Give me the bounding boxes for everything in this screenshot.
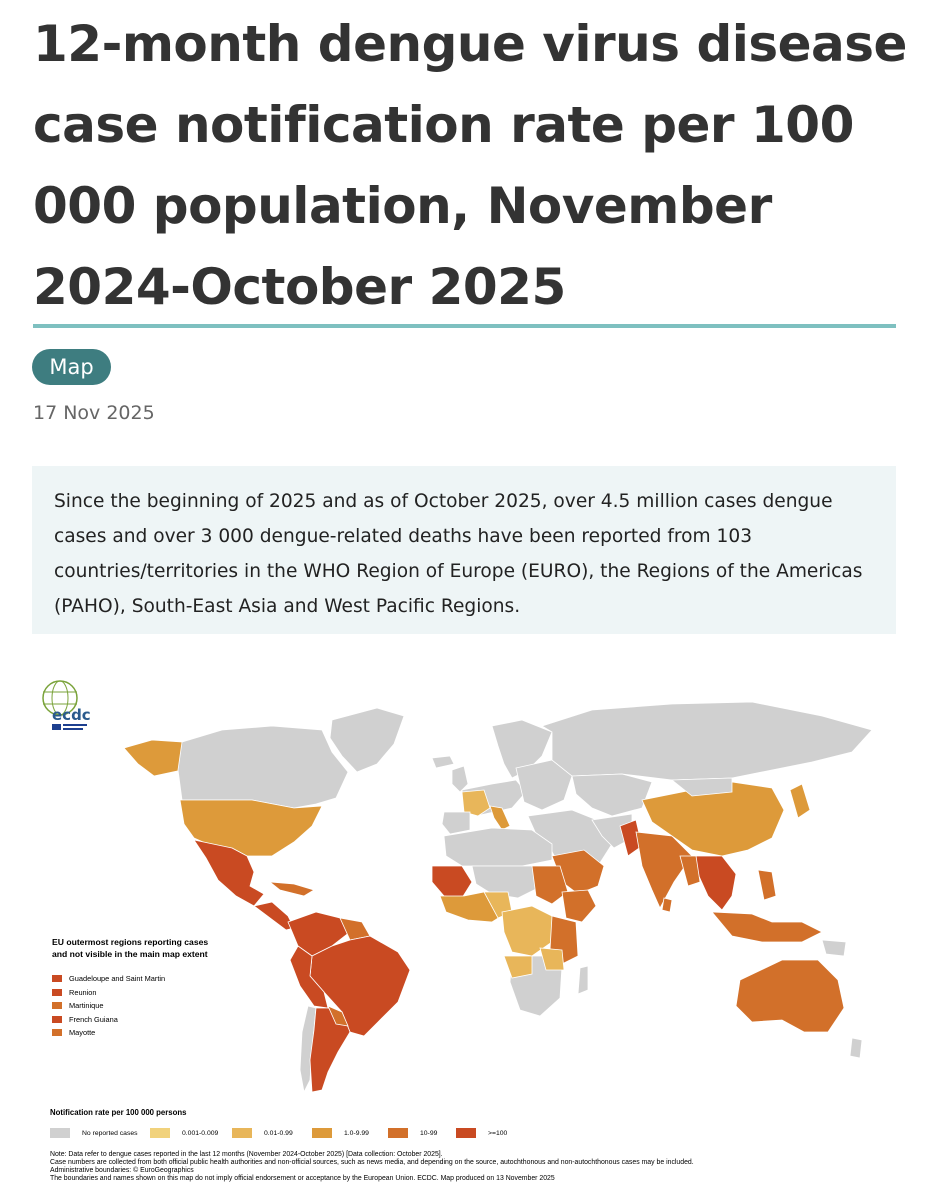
new-zealand — [849, 1037, 863, 1059]
southeast-asia — [691, 855, 737, 911]
france — [461, 789, 491, 817]
japan — [789, 783, 811, 819]
inset-item-guadeloupe: Guadeloupe and Saint Martin — [52, 972, 222, 986]
world-map: ecdc — [42, 680, 873, 1094]
legend-swatch — [232, 1128, 252, 1138]
madagascar — [577, 965, 589, 995]
legend-label: >=100 — [488, 1129, 508, 1137]
inset-title: EU outermost regions reporting cases and… — [52, 937, 209, 959]
legend-swatch — [456, 1128, 476, 1138]
legend-item: >=100 — [456, 1128, 507, 1138]
central-asia — [571, 773, 653, 817]
legend-swatch — [312, 1128, 332, 1138]
indonesia — [711, 911, 823, 943]
mongolia — [670, 777, 733, 797]
tanzania — [539, 947, 565, 971]
note-line: Note: Data refer to dengue cases reporte… — [50, 1151, 443, 1158]
legend-item: 0.01-0.99 — [232, 1128, 293, 1138]
inset-swatch — [52, 988, 62, 996]
legend-swatch — [388, 1128, 408, 1138]
usa — [179, 799, 323, 857]
inset-label: French Guiana — [69, 1014, 118, 1024]
legend-item: 1.0-9.99 — [312, 1128, 369, 1138]
brazil — [309, 935, 411, 1037]
inset-item-mayotte: Mayotte — [52, 1026, 222, 1040]
paraguay — [327, 1005, 349, 1027]
dengue-map-figure: ecdc — [32, 660, 896, 1190]
inset-swatch — [52, 975, 62, 983]
sudan — [531, 865, 569, 905]
papua-new-guinea — [821, 939, 847, 957]
philippines — [757, 869, 777, 901]
note-line: Case numbers are collected from both off… — [50, 1159, 694, 1166]
legend-item: 10-99 — [388, 1128, 437, 1138]
legend-label: No reported cases — [82, 1129, 138, 1137]
iberia — [441, 811, 471, 835]
myanmar — [679, 855, 701, 887]
inset-label: Guadeloupe and Saint Martin — [69, 974, 166, 984]
summary-box: Since the beginning of 2025 and as of Oc… — [32, 466, 896, 634]
legend-label: 1.0-9.99 — [344, 1129, 369, 1137]
ecdc-logo-text: ecdc — [52, 706, 91, 724]
iceland — [431, 755, 455, 769]
inset-swatch — [52, 1002, 62, 1010]
title-divider — [33, 324, 896, 328]
australia — [735, 959, 845, 1033]
content-type-tag[interactable]: Map — [32, 349, 111, 385]
inset-swatch — [52, 1029, 62, 1037]
ecdc-logo: ecdc — [42, 680, 91, 730]
legend-title: Notification rate per 100 000 persons — [50, 1108, 187, 1117]
sri-lanka — [661, 897, 673, 913]
legend-swatch — [50, 1128, 70, 1138]
angola-zambia — [503, 955, 533, 979]
map-legend: No reported cases 0.001-0.009 0.01-0.99 … — [50, 1128, 890, 1140]
map-notes: Note: Data refer to dengue cases reporte… — [50, 1151, 890, 1183]
india — [635, 831, 693, 909]
legend-label: 0.01-0.99 — [264, 1129, 293, 1137]
mexico — [193, 839, 265, 907]
uk — [451, 765, 469, 793]
note-line: Administrative boundaries: © EuroGeograp… — [50, 1167, 194, 1174]
page-title: 12-month dengue virus disease case notif… — [33, 15, 907, 316]
summary-text: Since the beginning of 2025 and as of Oc… — [54, 491, 863, 617]
legend-label: 10-99 — [420, 1129, 438, 1137]
countries — [123, 701, 873, 1094]
inset-item-french-guiana: French Guiana — [52, 1013, 222, 1027]
legend-item: No reported cases — [50, 1128, 138, 1138]
inset-swatch — [52, 1015, 62, 1023]
inset-label: Martinique — [69, 1001, 104, 1011]
outermost-regions-inset: EU outermost regions reporting cases and… — [52, 936, 222, 1040]
publication-date: 17 Nov 2025 — [33, 402, 155, 424]
note-line: The boundaries and names shown on this m… — [50, 1175, 555, 1182]
greenland — [329, 707, 405, 773]
inset-item-reunion: Reunion — [52, 986, 222, 1000]
north-africa — [443, 827, 553, 867]
mali-region — [431, 865, 473, 899]
italy — [489, 805, 511, 831]
horn-of-africa — [561, 889, 597, 923]
central-america — [253, 901, 295, 931]
legend-item: 0.001-0.009 — [150, 1128, 218, 1138]
inset-label: Reunion — [69, 987, 97, 997]
russia — [541, 701, 873, 781]
inset-label: Mayotte — [69, 1028, 96, 1038]
canada — [177, 725, 349, 809]
legend-label: 0.001-0.009 — [182, 1129, 219, 1137]
legend-swatch — [150, 1128, 170, 1138]
caribbean — [268, 881, 315, 897]
inset-item-martinique: Martinique — [52, 999, 222, 1013]
iran-afghanistan — [591, 813, 633, 849]
